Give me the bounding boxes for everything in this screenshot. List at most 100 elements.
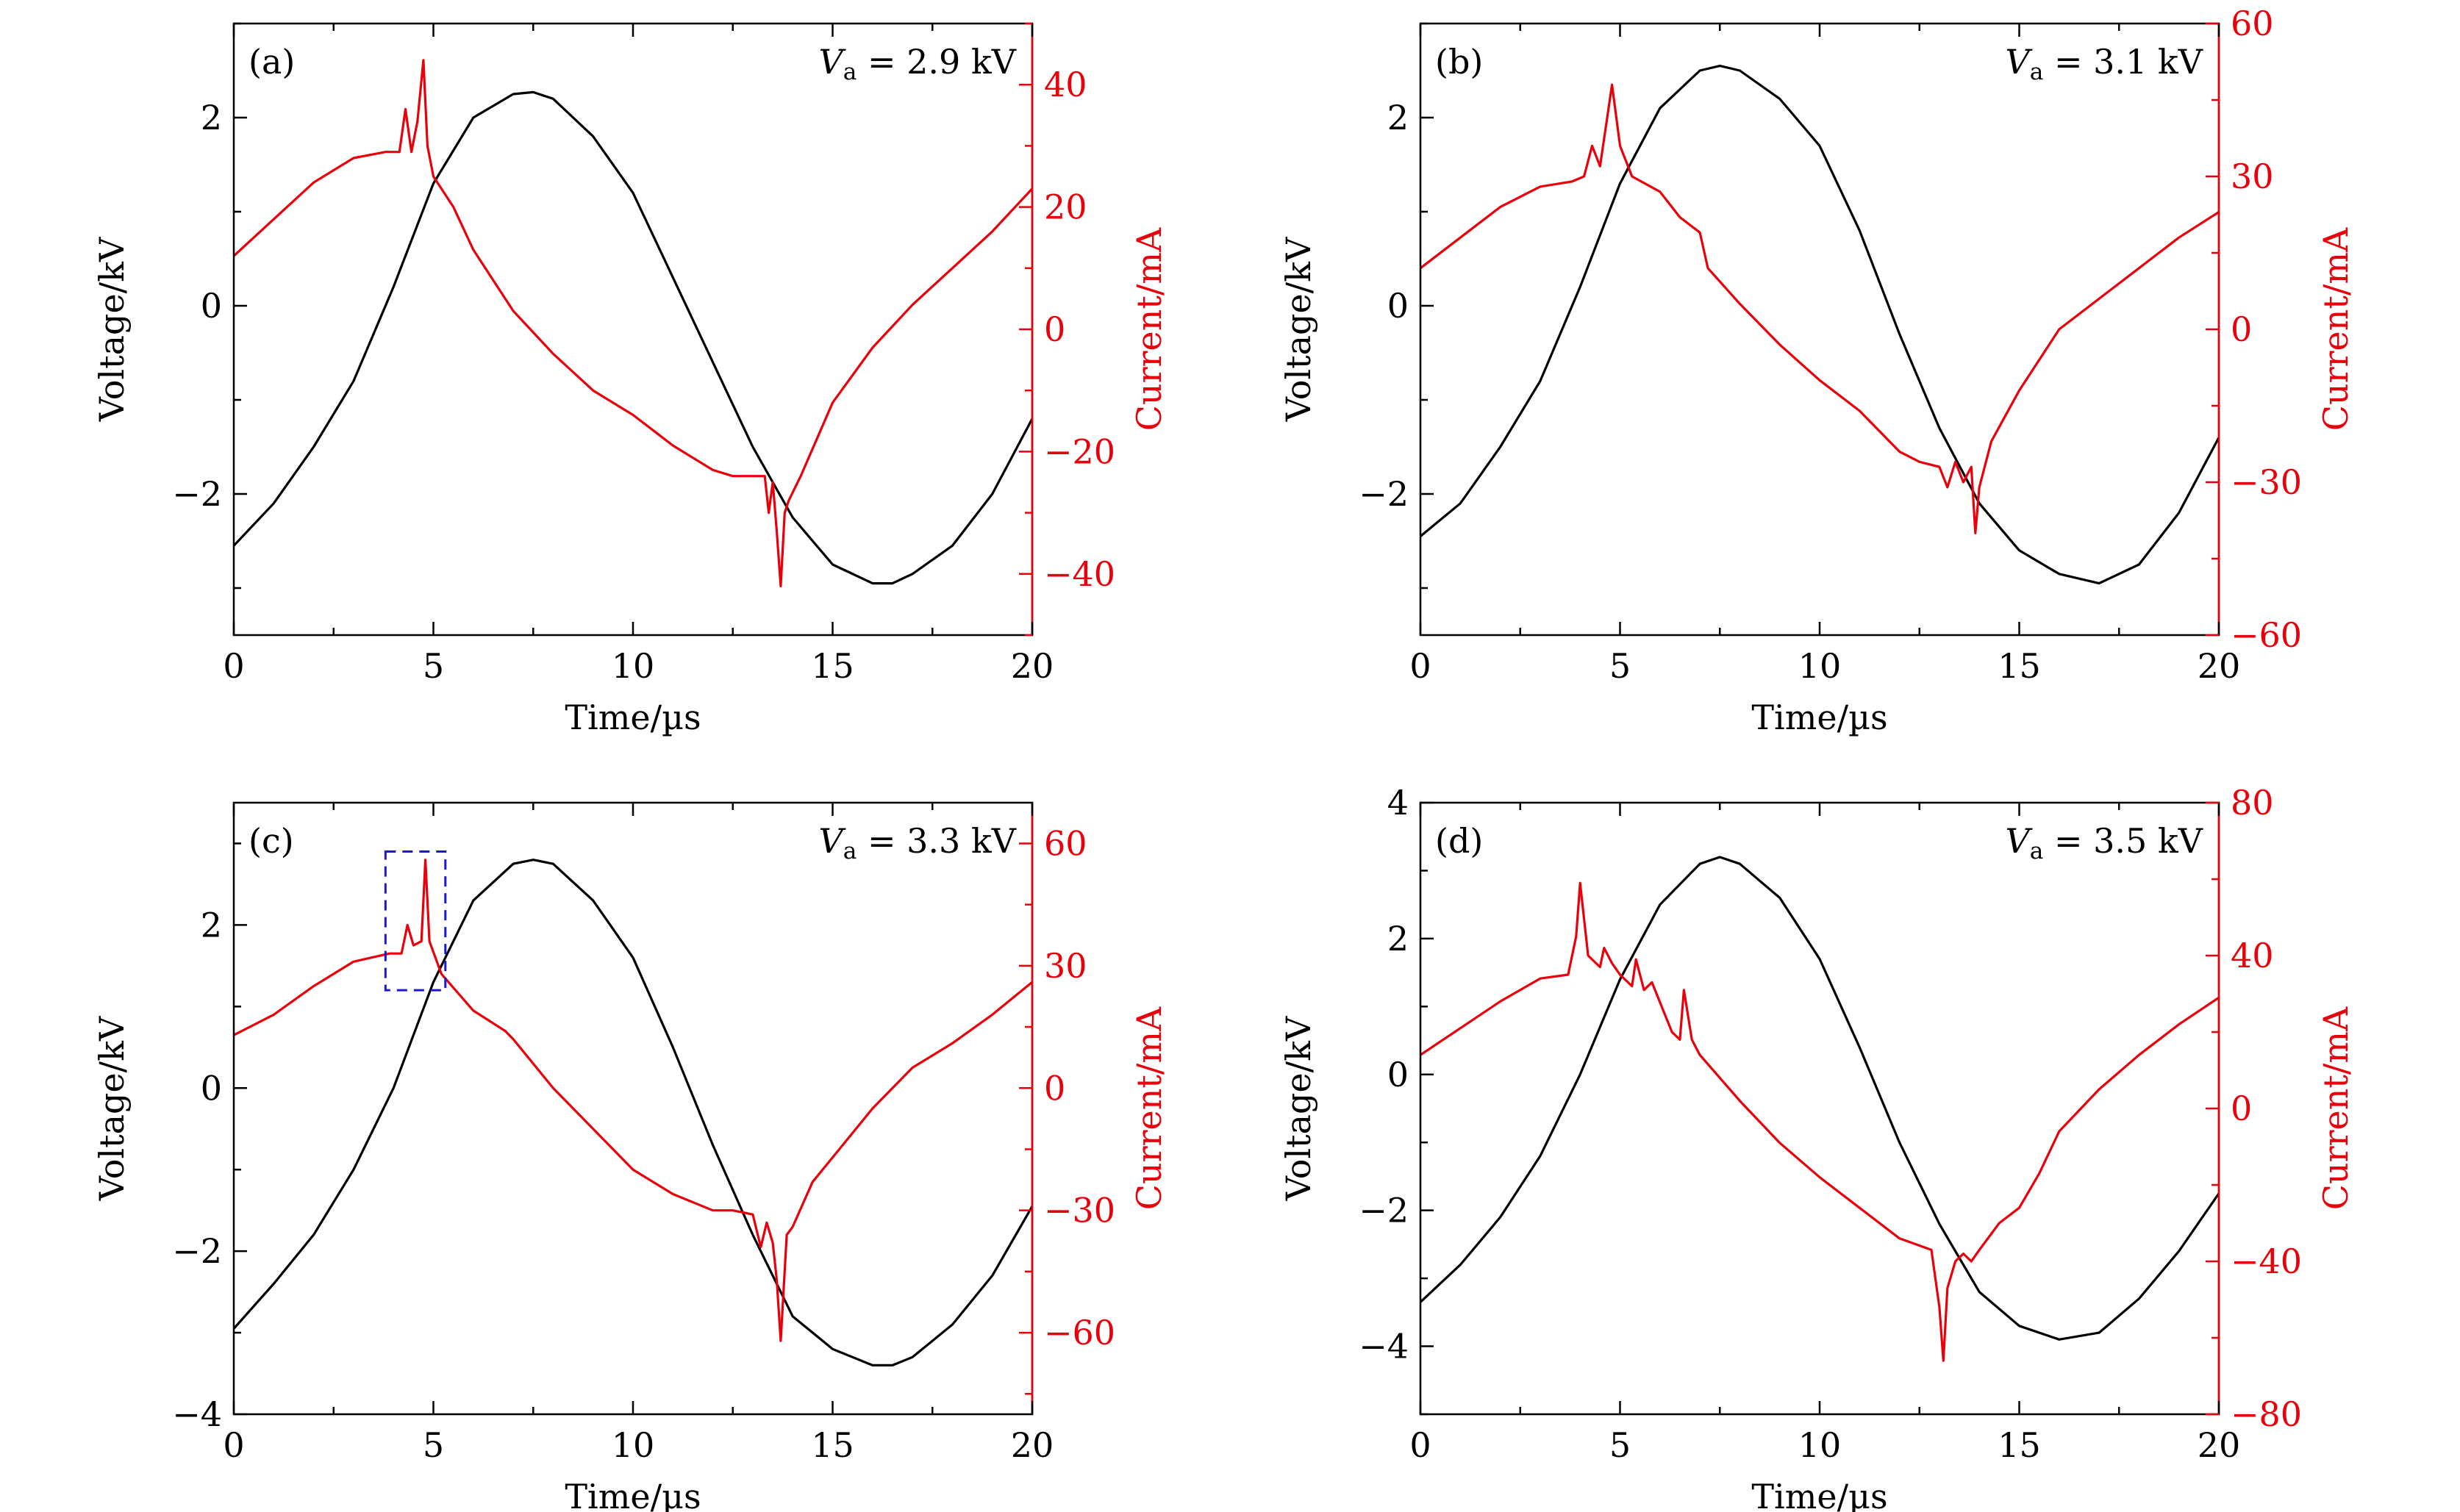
x-axis-label: Time/µs	[1751, 1477, 1887, 1512]
chart-panel-d: 0 5 10 15 20 −4 −2 0 2 4 −80 −40 0 40 80 Time/µs Voltage…	[1279, 783, 2356, 1512]
y-tick-label: 2	[201, 98, 222, 137]
x-axis-label: Time/µs	[565, 698, 701, 737]
y2-tick-label: 0	[1044, 1068, 1065, 1108]
y2-tick-label: −30	[1044, 1191, 1115, 1230]
voltage-annotation: Va = 3.5 kV	[2005, 821, 2203, 864]
panel-label: (d)	[1435, 821, 1483, 861]
x-tick-label: 20	[1011, 1425, 1054, 1465]
x-tick-label: 0	[1409, 1425, 1431, 1465]
chart-panel-a: 0 5 10 15 20−202−40−2002040Time/µsVoltage/kV…	[92, 22, 1169, 737]
y-tick-label: 0	[1387, 286, 1409, 326]
current-series-line	[234, 59, 1032, 588]
y2-axis-label: Current/mA	[1129, 1006, 1169, 1210]
chart-panel-b: 0 5 10 15 20 −2 0 2 −60 −30 0 30 60 Time/µs Voltage/kV…	[1279, 4, 2356, 737]
y2-tick-label: −60	[1044, 1313, 1115, 1352]
x-tick-label: 15	[1998, 1425, 2041, 1465]
y-axis-label: Voltage/kV	[92, 237, 132, 422]
y-tick-label: 0	[201, 286, 222, 326]
x-tick-label: 0	[223, 1425, 244, 1465]
annotation-subscript: a	[843, 59, 857, 85]
current-series-line	[1420, 83, 2219, 534]
x-tick-label: 5	[1609, 646, 1631, 686]
y2-tick-label: 0	[2231, 1089, 2252, 1128]
x-axis-label: Time/µs	[565, 1477, 701, 1512]
y-axis-label: Voltage/kV	[1279, 1016, 1318, 1201]
y2-tick-label: 40	[1044, 65, 1087, 104]
y2-tick-label: 20	[1044, 187, 1087, 227]
x-tick-label: 20	[1011, 646, 1054, 686]
y-tick-label: 2	[1387, 919, 1409, 959]
y2-tick-label: −80	[2231, 1394, 2302, 1434]
y-tick-label: −4	[172, 1394, 222, 1434]
x-tick-label: 15	[811, 1425, 854, 1465]
y-tick-label: −2	[1359, 474, 1409, 514]
y-tick-label: −2	[172, 474, 222, 514]
y2-tick-label: −60	[2231, 615, 2302, 655]
annotation-value: = 3.3 kV	[857, 821, 1016, 861]
y2-tick-label: 0	[2231, 309, 2252, 349]
highlight-dashed-box	[384, 850, 447, 992]
annotation-value: = 3.5 kV	[2043, 821, 2203, 861]
y-axis-label: Voltage/kV	[1279, 237, 1318, 422]
plot-frame	[232, 801, 1034, 1416]
annotation-value: = 3.1 kV	[2043, 42, 2203, 82]
annotation-var: V	[2005, 821, 2033, 861]
y-tick-label: 2	[1387, 98, 1409, 137]
voltage-series-line	[234, 859, 1032, 1367]
y-tick-label: 4	[1387, 783, 1409, 823]
annotation-var: V	[818, 821, 846, 861]
x-tick-label: 15	[1998, 646, 2041, 686]
plot-frame	[232, 22, 1034, 637]
x-tick-label: 20	[2198, 646, 2241, 686]
current-series-line	[234, 859, 1032, 1342]
x-axis-label: Time/µs	[1751, 698, 1887, 737]
x-tick-label: 0	[223, 646, 244, 686]
voltage-annotation: Va = 3.3 kV	[818, 821, 1016, 864]
voltage-annotation: Va = 3.1 kV	[2005, 42, 2203, 85]
y-tick-label: −2	[172, 1231, 222, 1271]
x-tick-label: 0	[1409, 646, 1431, 686]
y2-tick-label: 30	[1044, 946, 1087, 986]
panel-label: (a)	[248, 42, 295, 82]
panel-label: (c)	[248, 821, 294, 861]
y2-tick-label: −30	[2231, 462, 2302, 502]
x-tick-label: 5	[423, 1425, 444, 1465]
annotation-var: V	[818, 42, 846, 82]
annotation-subscript: a	[843, 838, 857, 864]
y2-tick-label: 0	[1044, 309, 1065, 349]
y-axis-label: Voltage/kV	[92, 1016, 132, 1201]
y2-axis-label: Current/mA	[2316, 1006, 2356, 1210]
voltage-series-line	[1420, 64, 2219, 585]
current-series-line	[1420, 881, 2219, 1362]
x-tick-label: 5	[423, 646, 444, 686]
plot-frame	[1419, 22, 2220, 637]
y-tick-label: 0	[1387, 1055, 1409, 1094]
x-tick-label: 10	[1798, 1425, 1842, 1465]
x-tick-label: 10	[1798, 646, 1842, 686]
x-tick-label: 5	[1609, 1425, 1631, 1465]
y2-tick-label: 60	[2231, 4, 2274, 43]
voltage-annotation: Va = 2.9 kV	[818, 42, 1016, 85]
voltage-series-line	[234, 90, 1032, 585]
y-tick-label: 0	[201, 1068, 222, 1108]
x-tick-label: 10	[612, 1425, 655, 1465]
y2-tick-label: −20	[1044, 431, 1115, 471]
annotation-subscript: a	[2030, 59, 2044, 85]
x-tick-label: 20	[2198, 1425, 2241, 1465]
y2-axis-label: Current/mA	[2316, 227, 2356, 431]
y-tick-label: −4	[1359, 1327, 1409, 1366]
y2-tick-label: 80	[2231, 783, 2274, 823]
y-tick-label: −2	[1359, 1191, 1409, 1230]
y2-tick-label: 30	[2231, 157, 2274, 196]
x-tick-label: 15	[811, 646, 854, 686]
y2-axis-label: Current/mA	[1129, 227, 1169, 431]
chart-panel-c: 0 5 10 15 20 −4 −2 0 2 −60 −30 0 30 60 Time/µs Voltage/…	[92, 801, 1169, 1512]
annotation-subscript: a	[2030, 838, 2044, 864]
y-tick-label: 2	[201, 905, 222, 945]
y2-tick-label: −40	[2231, 1242, 2302, 1281]
y2-tick-label: −40	[1044, 554, 1115, 594]
y2-tick-label: 60	[1044, 823, 1087, 863]
x-tick-label: 10	[612, 646, 655, 686]
plot-frame	[1419, 801, 2220, 1416]
